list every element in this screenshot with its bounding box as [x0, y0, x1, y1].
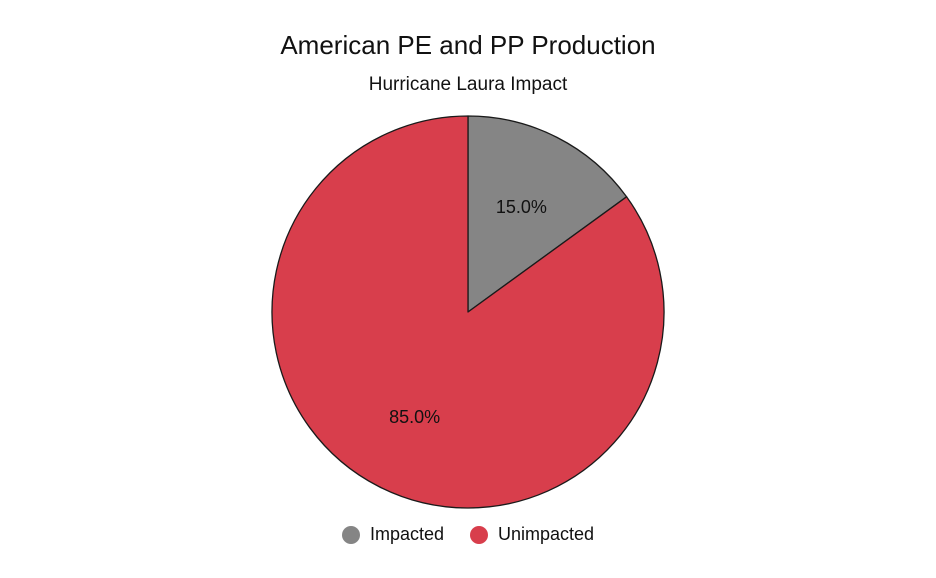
- chart-title: American PE and PP Production: [280, 30, 656, 60]
- legend-marker-unimpacted: [470, 525, 488, 544]
- slice-label-unimpacted: 85.0%: [389, 407, 440, 427]
- legend-marker-impacted: [341, 525, 360, 544]
- pie-slice-impacted: [467, 115, 628, 313]
- legend-label-unimpacted: Unimpacted: [498, 524, 595, 544]
- slice-label-impacted: 15.0%: [496, 197, 547, 217]
- legend-item-impacted: Impacted: [341, 524, 444, 545]
- legend-label-impacted: Impacted: [369, 524, 444, 544]
- legend: Impacted Unimpacted: [0, 524, 936, 545]
- pie-slice-unimpacted: [271, 115, 665, 509]
- chart-subtitle: Hurricane Laura Impact: [368, 74, 568, 95]
- legend-item-unimpacted: Unimpacted: [470, 524, 594, 545]
